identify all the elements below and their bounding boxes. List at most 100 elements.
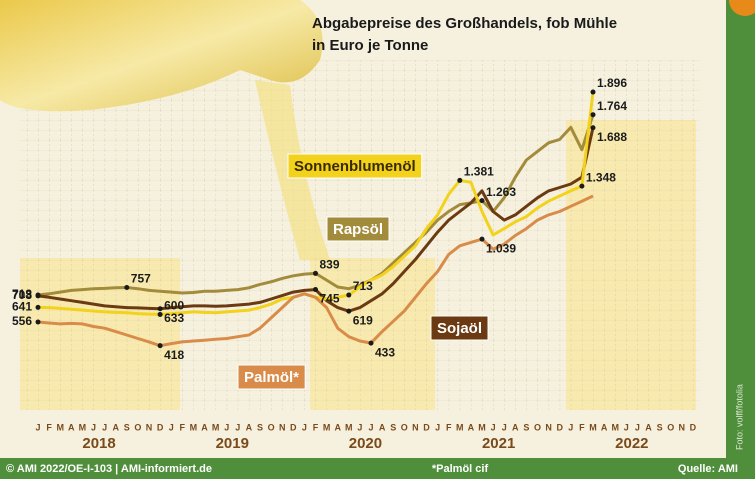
x-tick-label: J (624, 422, 629, 432)
data-label: 619 (353, 313, 373, 327)
x-tick-label: F (579, 422, 585, 432)
x-tick-label: S (257, 422, 263, 432)
x-tick-label: O (534, 422, 541, 432)
data-point (579, 184, 584, 189)
x-tick-label: M (323, 422, 331, 432)
data-point (591, 90, 596, 95)
x-tick-label: A (334, 422, 341, 432)
x-tick-label: A (68, 422, 75, 432)
x-tick-label: S (390, 422, 396, 432)
x-tick-label: O (268, 422, 275, 432)
chart: Abgabepreise des Großhandels, fob Mühle … (0, 0, 755, 479)
data-label: 1.039 (486, 241, 516, 255)
photo-credit: Foto: volff/fotolia (734, 384, 744, 450)
data-label: 1.896 (597, 76, 627, 90)
data-label: 839 (320, 258, 340, 272)
year-label: 2019 (216, 435, 249, 452)
x-tick-label: J (357, 422, 362, 432)
data-point (346, 293, 351, 298)
x-tick-label: M (589, 422, 597, 432)
x-tick-label: S (523, 422, 529, 432)
footer-left: © AMI 2022/OE-I-103 | AMI-informiert.de (6, 463, 212, 475)
x-tick-label: O (667, 422, 674, 432)
x-tick-label: J (502, 422, 507, 432)
footer-center: *Palmöl cif (432, 463, 489, 475)
data-point (591, 112, 596, 117)
x-tick-label: A (246, 422, 253, 432)
x-tick-label: A (112, 422, 119, 432)
year-label: 2020 (349, 435, 382, 452)
x-tick-label: M (79, 422, 87, 432)
data-point (124, 285, 129, 290)
x-tick-label: J (35, 422, 40, 432)
data-point (457, 178, 462, 183)
data-point (313, 271, 318, 276)
data-point (369, 341, 374, 346)
x-tick-label: A (201, 422, 208, 432)
x-tick-label: S (124, 422, 130, 432)
x-tick-label: A (512, 422, 519, 432)
x-tick-label: J (635, 422, 640, 432)
x-tick-label: J (368, 422, 373, 432)
x-tick-label: J (169, 422, 174, 432)
x-tick-label: F (46, 422, 52, 432)
x-tick-label: M (212, 422, 220, 432)
data-point (158, 343, 163, 348)
data-point (591, 125, 596, 130)
x-tick-label: D (290, 422, 297, 432)
data-point (36, 305, 41, 310)
data-label: 713 (353, 279, 373, 293)
data-point (158, 312, 163, 317)
x-tick-label: N (679, 422, 686, 432)
year-label: 2022 (615, 435, 648, 452)
x-tick-label: N (545, 422, 552, 432)
data-point (480, 237, 485, 242)
x-tick-label: M (456, 422, 464, 432)
x-tick-label: M (345, 422, 353, 432)
x-tick-label: J (102, 422, 107, 432)
data-label: 745 (320, 292, 340, 306)
x-tick-label: A (645, 422, 652, 432)
x-tick-label: A (468, 422, 475, 432)
x-tick-label: J (91, 422, 96, 432)
data-point (480, 198, 485, 203)
legend-label: Palmöl* (244, 369, 299, 386)
x-tick-label: D (556, 422, 563, 432)
chart-subtitle: in Euro je Tonne (312, 37, 428, 54)
data-label: 757 (131, 272, 151, 286)
x-tick-label: M (190, 422, 198, 432)
x-tick-label: F (313, 422, 319, 432)
x-tick-label: M (611, 422, 619, 432)
x-tick-label: M (56, 422, 64, 432)
data-label: 1.348 (586, 170, 616, 184)
legend-label: Sojaöl (437, 320, 482, 337)
year-label: 2018 (82, 435, 115, 452)
x-tick-label: D (423, 422, 430, 432)
data-label: 1.381 (464, 165, 494, 179)
x-tick-label: F (446, 422, 452, 432)
data-point (158, 306, 163, 311)
x-tick-label: A (601, 422, 608, 432)
data-label: 1.263 (486, 185, 516, 199)
x-tick-label: J (491, 422, 496, 432)
data-label: 633 (164, 311, 184, 325)
legend-label: Sonnenblumenöl (294, 158, 416, 175)
x-tick-label: J (302, 422, 307, 432)
x-tick-label: N (279, 422, 286, 432)
x-tick-label: O (401, 422, 408, 432)
data-point (36, 293, 41, 298)
data-label: 708 (12, 288, 32, 302)
footer-right: Quelle: AMI (678, 463, 738, 475)
x-tick-label: J (568, 422, 573, 432)
x-tick-label: J (435, 422, 440, 432)
x-tick-label: N (412, 422, 419, 432)
x-tick-label: S (657, 422, 663, 432)
data-point (313, 287, 318, 292)
x-tick-label: F (180, 422, 186, 432)
data-label: 433 (375, 345, 395, 359)
year-label: 2021 (482, 435, 515, 452)
data-point (346, 309, 351, 314)
legend-label: Rapsöl (333, 221, 383, 238)
x-tick-label: D (157, 422, 164, 432)
x-tick-label: O (134, 422, 141, 432)
